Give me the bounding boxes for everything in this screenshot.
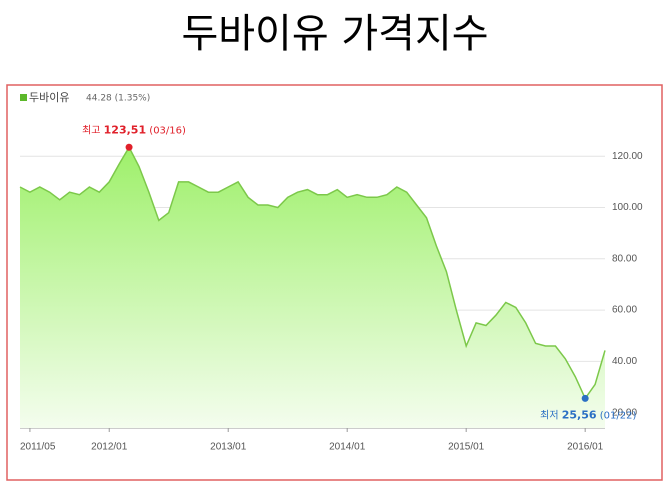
annotation-value-label: 123,51	[104, 123, 146, 136]
annotation-marker	[581, 394, 589, 402]
x-tick-label: 2016/01	[567, 442, 604, 453]
y-tick-label: 80.00	[612, 253, 637, 264]
annotation: 최저 25,56 (01/22)	[540, 408, 636, 421]
y-tick-label: 40.00	[612, 356, 637, 367]
legend-label: 두바이유	[29, 91, 69, 104]
chart-title: 두바이유 가격지수	[181, 11, 488, 57]
annotation: 최고 123,51 (03/16)	[82, 123, 186, 136]
annotation-date: (01/22)	[600, 410, 637, 421]
y-tick-label: 60.00	[612, 305, 637, 316]
annotation-marker	[125, 143, 133, 151]
series-area	[20, 147, 605, 429]
x-tick-label: 2015/01	[448, 442, 485, 453]
annotation-label: 최저	[540, 409, 558, 421]
x-tick-label: 2012/01	[91, 442, 128, 453]
annotation-label: 최고	[82, 124, 100, 136]
y-tick-label: 120.00	[612, 151, 643, 162]
x-tick-label: 2011/05	[20, 442, 56, 453]
annotation-value-label: 25,56	[562, 408, 597, 421]
y-tick-label: 100.00	[612, 202, 643, 213]
legend-note: 44.28 (1.35%)	[86, 94, 150, 104]
y-tick-label: 20.00	[612, 407, 637, 418]
annotation-date: (03/16)	[149, 125, 186, 136]
series-line	[19, 145, 606, 400]
x-tick-label: 2013/01	[210, 442, 247, 453]
x-tick-label: 2014/01	[329, 442, 366, 453]
legend-swatch	[20, 94, 27, 101]
